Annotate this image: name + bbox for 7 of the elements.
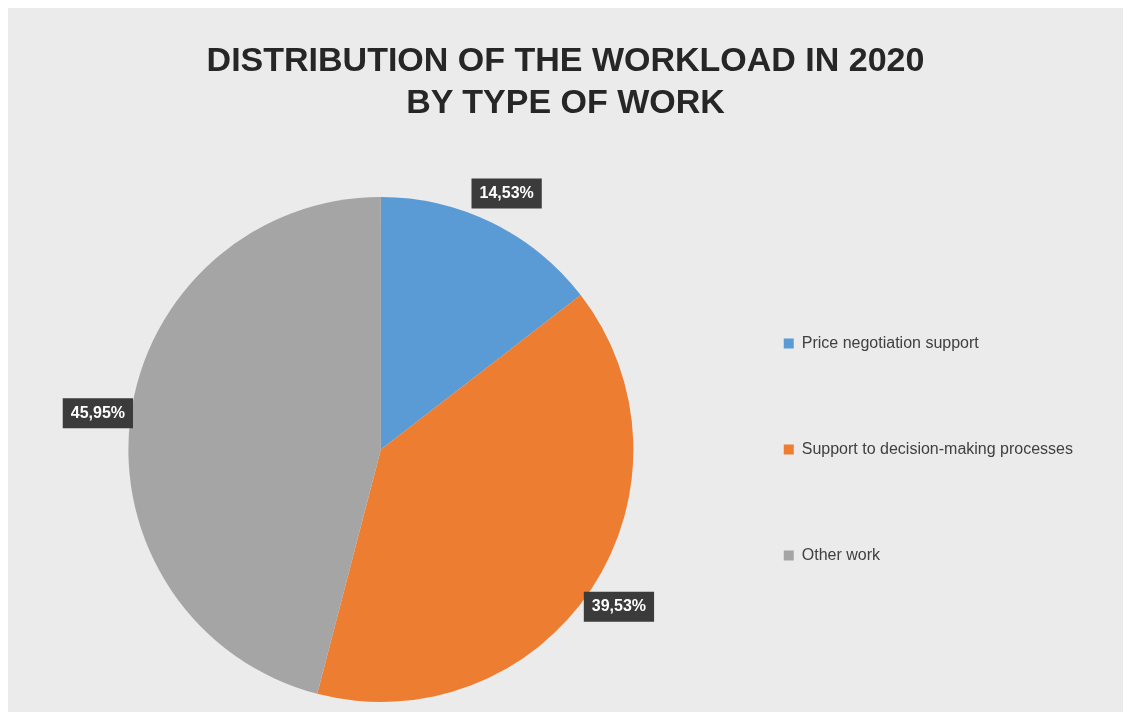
data-label: 14,53% — [479, 183, 534, 201]
legend-label: Other work — [801, 545, 881, 563]
legend-label: Support to decision-making processes — [801, 439, 1073, 457]
legend-label: Price negotiation support — [801, 333, 980, 351]
data-label: 39,53% — [591, 597, 647, 615]
chart-title: DISTRIBUTION OF THE WORKLOAD IN 2020 BY TYPE OF WORK — [205, 38, 926, 122]
data-label: 45,95% — [70, 403, 125, 421]
